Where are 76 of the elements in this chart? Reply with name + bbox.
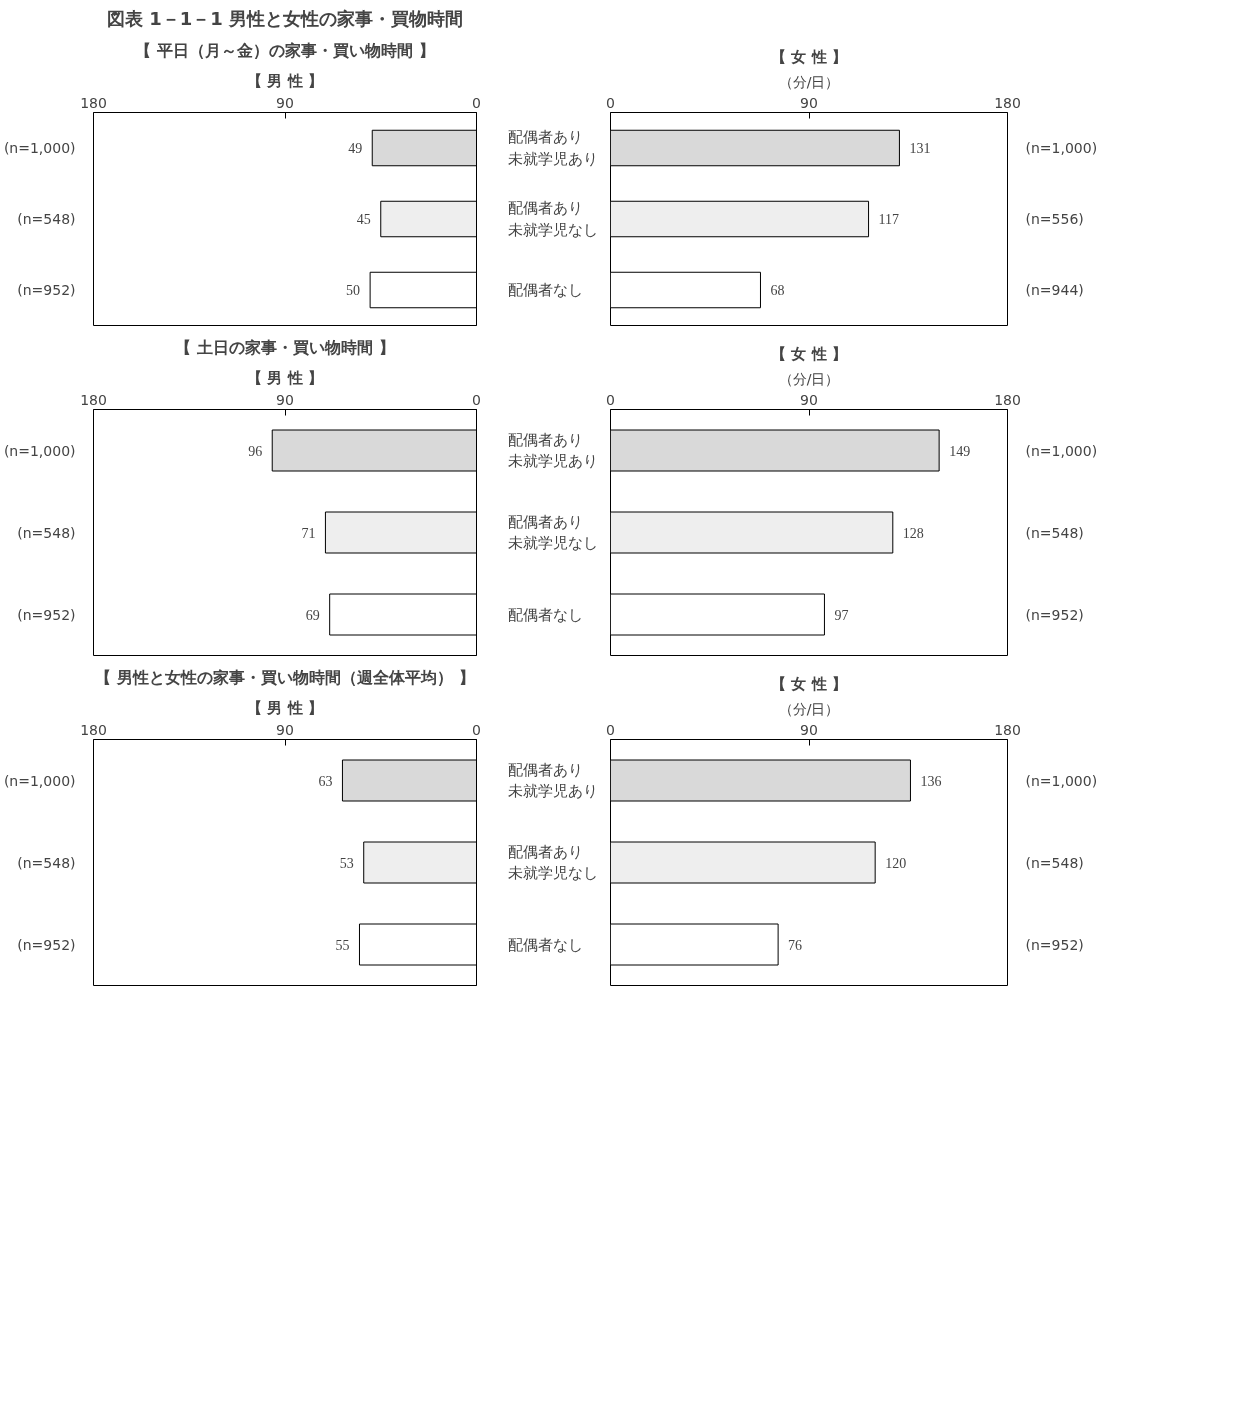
data-label: 69 [305, 607, 320, 623]
text: 【 女 性 】 [771, 674, 847, 693]
data-label: 128 [902, 525, 924, 541]
chart-subtitle: 【 土日の家事・買い物時間 】 [175, 337, 395, 357]
x-tick-label: 90 [800, 721, 818, 738]
x-axis-title: （分/日） [778, 700, 840, 717]
y-tick-label: 配偶者なし [507, 605, 583, 624]
y-tick-label: 配偶者なし [507, 281, 583, 299]
chart-title: 図表 1－1－1 男性と女性の家事・買物時間 [106, 7, 464, 29]
x-axis-title: （分/日） [778, 73, 840, 90]
x-tick-label: 180 [80, 721, 107, 738]
x-tick-label: 0 [606, 721, 615, 738]
x-tick-label: 0 [472, 94, 481, 111]
text: (n=548) [17, 854, 76, 871]
text: (n=1,000) [1025, 140, 1098, 156]
data-label: 117 [878, 212, 900, 227]
x-tick-label: 90 [800, 94, 818, 111]
x-tick-label: 90 [800, 391, 818, 408]
data-label: 120 [885, 855, 907, 871]
text: (n=1,000) [3, 140, 76, 156]
text: (n=548) [17, 211, 76, 227]
x-tick-label: 0 [606, 391, 615, 408]
text: (n=952) [1025, 936, 1084, 953]
data-label: 136 [920, 773, 942, 789]
text: (n=1,000) [3, 442, 76, 459]
data-label: 49 [348, 141, 363, 156]
text: 【 男 性 】 [247, 368, 323, 387]
x-tick-label: 0 [472, 721, 481, 738]
text: (n=1,000) [3, 772, 76, 789]
text: (n=952) [17, 936, 76, 953]
data-label: 96 [248, 443, 263, 459]
y-tick-label: 配偶者あり未就学児あり [507, 128, 598, 168]
data-label: 71 [301, 525, 316, 541]
x-tick-label: 90 [276, 391, 294, 408]
text: (n=944) [1025, 282, 1084, 298]
text: (n=548) [1025, 524, 1084, 541]
text: 【 女 性 】 [771, 344, 847, 363]
y-tick-label: 配偶者あり未就学児あり [507, 430, 598, 471]
text: (n=952) [17, 282, 76, 298]
text: 【 男 性 】 [247, 71, 323, 90]
y-tick-label: 配偶者あり未就学児あり [507, 760, 598, 801]
data-label: 68 [770, 283, 785, 298]
x-tick-label: 180 [994, 94, 1021, 111]
data-label: 149 [949, 443, 971, 459]
y-tick-label: 配偶者あり未就学児なし [507, 512, 598, 553]
text: 【 女 性 】 [771, 47, 847, 66]
text: 【 男 性 】 [247, 698, 323, 717]
data-label: 97 [834, 607, 849, 623]
text: (n=952) [17, 606, 76, 623]
text: (n=1,000) [1025, 772, 1098, 789]
y-tick-label: 配偶者なし [507, 935, 583, 954]
chart-subtitle: 【 男性と女性の家事・買い物時間（週全体平均） 】 [95, 667, 475, 687]
text: (n=556) [1025, 211, 1084, 227]
data-label: 131 [909, 141, 931, 156]
data-label: 50 [346, 283, 361, 298]
data-label: 55 [335, 937, 350, 953]
text: (n=1,000) [1025, 442, 1098, 459]
x-tick-label: 180 [80, 94, 107, 111]
text: (n=548) [1025, 854, 1084, 871]
data-label: 53 [339, 855, 354, 871]
x-tick-label: 90 [276, 94, 294, 111]
x-axis-title: （分/日） [778, 370, 840, 387]
chart-subtitle: 【 平日（月～金）の家事・買い物時間 】 [135, 40, 435, 60]
y-tick-label: 配偶者あり未就学児なし [507, 842, 598, 883]
x-tick-label: 0 [472, 391, 481, 408]
y-tick-label: 配偶者あり未就学児なし [507, 199, 598, 239]
x-tick-label: 180 [994, 721, 1021, 738]
data-label: 63 [318, 773, 333, 789]
x-tick-label: 90 [276, 721, 294, 738]
text: (n=952) [1025, 606, 1084, 623]
text: (n=548) [17, 524, 76, 541]
x-tick-label: 0 [606, 94, 615, 111]
data-label: 45 [356, 212, 371, 227]
data-label: 76 [788, 937, 803, 953]
x-tick-label: 180 [994, 391, 1021, 408]
x-tick-label: 180 [80, 391, 107, 408]
